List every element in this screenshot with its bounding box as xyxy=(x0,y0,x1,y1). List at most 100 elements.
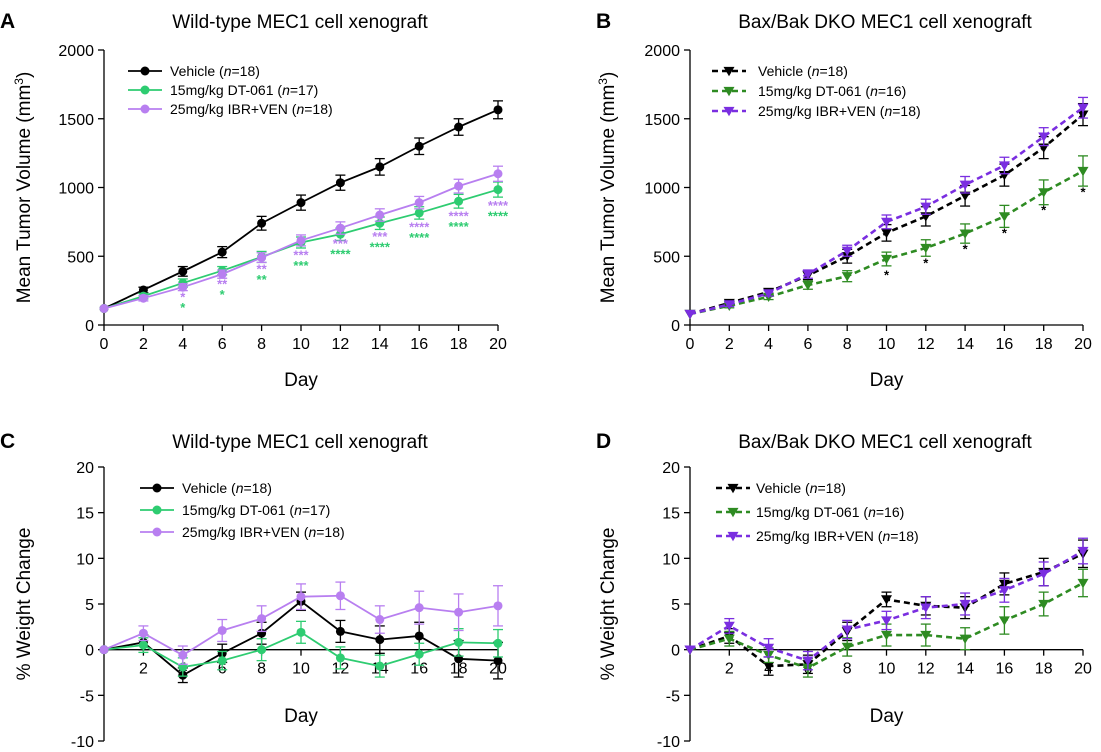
legend-label-n: n xyxy=(812,63,820,79)
legend-label-n: n xyxy=(884,103,892,119)
legend-label-n: n xyxy=(236,480,244,496)
series-1 xyxy=(684,102,1089,320)
data-point xyxy=(138,628,148,638)
significance-annotation: *** xyxy=(293,258,309,273)
y-axis-label-superscript: 3 xyxy=(596,78,610,85)
x-tick-label: 8 xyxy=(843,336,852,353)
x-tick-label: 16 xyxy=(996,661,1014,678)
y-axis-label-text: Mean Tumor Volume (mm xyxy=(14,85,35,304)
data-point xyxy=(959,599,971,610)
data-point xyxy=(296,235,306,245)
x-tick-label: 8 xyxy=(257,336,266,353)
x-tick-label: 6 xyxy=(803,336,812,353)
significance-annotation: *** xyxy=(372,229,388,244)
legend-label-pre: 25mg/kg IBR+VEN ( xyxy=(182,524,309,540)
legend-label-post: =18) xyxy=(818,480,846,496)
significance-annotation: **** xyxy=(330,246,351,261)
data-point xyxy=(881,630,892,641)
data-point xyxy=(1038,132,1050,142)
data-point xyxy=(178,266,188,276)
legend-marker xyxy=(723,86,735,97)
y-axis-label: Mean Tumor Volume (mm3) xyxy=(596,72,619,304)
x-tick-label: 16 xyxy=(410,336,428,353)
significance-annotation: * xyxy=(220,287,226,302)
data-point xyxy=(217,269,227,279)
x-tick-label: 0 xyxy=(686,336,695,353)
legend-marker xyxy=(152,483,162,493)
x-tick-label: 2 xyxy=(725,336,734,353)
significance-annotation: * xyxy=(1002,226,1008,241)
data-point xyxy=(1077,103,1089,113)
x-tick-label: 0 xyxy=(100,336,109,353)
significance-annotation: **** xyxy=(448,219,469,234)
significance-annotation: **** xyxy=(409,230,430,245)
chart-title: Bax/Bak DKO MEC1 cell xenograft xyxy=(738,12,1032,33)
y-tick-label: -10 xyxy=(71,734,94,751)
data-point xyxy=(841,625,853,635)
data-point xyxy=(375,615,385,625)
data-point xyxy=(1038,599,1050,610)
chart-panel-a: A Wild-type MEC1 cell xenograft 0 500 1000 15… xyxy=(0,10,509,391)
y-axis-label-superscript: 3 xyxy=(12,78,26,85)
data-point xyxy=(998,161,1010,171)
data-point xyxy=(1077,166,1089,177)
data-point xyxy=(257,645,267,655)
panel-letter: D xyxy=(596,430,611,453)
legend-label-post: =16) xyxy=(876,504,904,520)
series-line xyxy=(689,106,1084,316)
y-tick-label: 500 xyxy=(67,249,94,266)
legend-label-n: n xyxy=(296,101,304,117)
y-tick-label: 5 xyxy=(671,597,680,614)
x-tick-label: 12 xyxy=(332,336,350,353)
legend-marker xyxy=(723,106,735,117)
panel-letter: C xyxy=(0,430,15,453)
y-axis-label: % Weight Change xyxy=(14,528,35,681)
significance-annotation: **** xyxy=(370,239,391,254)
data-point xyxy=(920,243,932,254)
data-point xyxy=(335,653,345,663)
legend-label-pre: 25mg/kg IBR+VEN ( xyxy=(756,528,883,544)
significance-annotation: **** xyxy=(488,209,509,224)
data-point xyxy=(257,253,267,263)
data-point xyxy=(454,122,464,132)
y-tick-label: 15 xyxy=(76,506,94,523)
legend-label-pre: 15mg/kg DT-061 ( xyxy=(756,504,868,520)
legend-label-n: n xyxy=(868,504,876,520)
legend-label-post: =18) xyxy=(304,101,332,117)
legend-label-pre: 15mg/kg DT-061 ( xyxy=(182,502,294,518)
data-point xyxy=(493,638,503,648)
y-tick-label: 10 xyxy=(662,551,680,568)
data-point xyxy=(881,595,892,605)
series-3 xyxy=(684,537,1089,671)
x-axis-label: Day xyxy=(870,370,904,391)
legend-marker xyxy=(727,507,739,518)
y-tick-label: 20 xyxy=(662,460,680,477)
data-point xyxy=(723,300,735,310)
data-point xyxy=(296,627,306,637)
x-tick-label: 12 xyxy=(917,336,935,353)
legend-label: 15mg/kg DT-061 (n=17) xyxy=(170,82,318,98)
data-point xyxy=(881,254,892,265)
data-point xyxy=(178,282,188,292)
legend-label-n: n xyxy=(224,63,232,79)
legend-label: 15mg/kg DT-061 (n=17) xyxy=(182,502,330,518)
significance-annotation: * xyxy=(923,255,929,270)
legend-label-n: n xyxy=(294,502,302,518)
data-point xyxy=(841,642,853,653)
data-point xyxy=(335,178,345,188)
data-point xyxy=(493,601,503,611)
panel-letter: A xyxy=(0,10,15,33)
x-tick-label: 20 xyxy=(489,336,507,353)
y-axis-label-end: ) xyxy=(598,72,619,78)
legend-label: 25mg/kg IBR+VEN (n=18) xyxy=(170,101,333,117)
legend-label-n: n xyxy=(308,524,316,540)
legend-marker xyxy=(152,527,162,537)
legend-label-pre: 25mg/kg IBR+VEN ( xyxy=(758,103,885,119)
data-point xyxy=(763,289,775,299)
data-point xyxy=(335,591,345,601)
legend-label-post: =18) xyxy=(892,103,920,119)
data-point xyxy=(138,285,148,295)
legend-label-pre: Vehicle ( xyxy=(756,480,810,496)
y-axis-label: Mean Tumor Volume (mm3) xyxy=(12,72,35,304)
data-point xyxy=(881,228,892,239)
